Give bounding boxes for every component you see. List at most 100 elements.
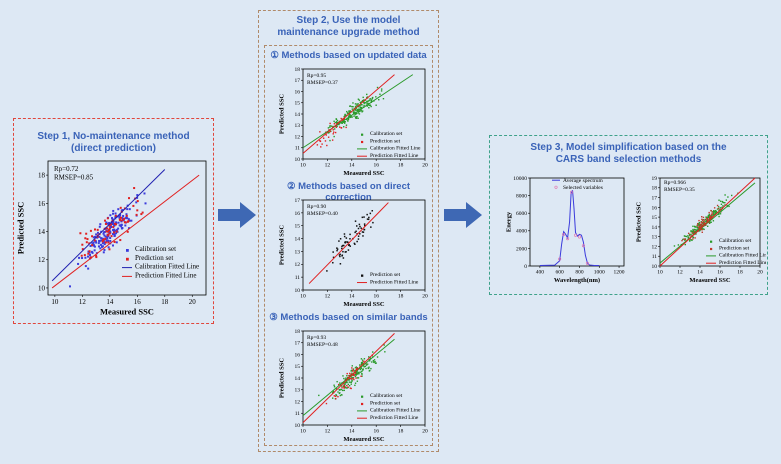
data-point xyxy=(77,262,80,265)
data-point xyxy=(716,208,719,210)
data-point xyxy=(349,110,351,112)
data-point xyxy=(363,216,365,218)
data-point xyxy=(115,232,118,235)
data-point xyxy=(701,216,703,218)
data-point xyxy=(707,214,710,217)
data-point xyxy=(81,257,84,260)
data-point xyxy=(319,140,321,142)
data-point xyxy=(107,241,110,244)
data-point xyxy=(348,243,350,246)
step2-title-line1: Step 2, Use the model xyxy=(296,15,401,26)
selected-variable-point xyxy=(577,235,581,239)
data-point xyxy=(344,113,346,116)
y-tick-label: 14 xyxy=(295,112,301,118)
data-point xyxy=(341,387,343,389)
data-point xyxy=(351,380,353,382)
data-point xyxy=(69,285,72,288)
data-point xyxy=(360,367,363,369)
data-point xyxy=(336,249,338,252)
x-axis-label: Measured SSC xyxy=(689,277,731,284)
data-point xyxy=(355,230,357,233)
step2-title: Step 2, Use the model maintenance upgrad… xyxy=(259,15,438,39)
data-point xyxy=(356,115,358,118)
data-point xyxy=(698,226,700,228)
data-point xyxy=(108,229,111,232)
data-point xyxy=(689,240,691,242)
x-tick-label: 10 xyxy=(300,429,306,435)
y-tick-label: 14 xyxy=(38,228,46,236)
data-point xyxy=(91,235,94,238)
data-point xyxy=(85,241,88,244)
y-tick-label: 11 xyxy=(652,254,658,260)
data-point xyxy=(361,104,363,106)
data-point xyxy=(358,99,361,101)
legend-label: Prediction Fitted Line xyxy=(135,271,196,279)
data-point xyxy=(368,104,371,107)
data-point xyxy=(699,226,701,229)
y-axis-label: Predicted SSC xyxy=(278,94,285,134)
data-point xyxy=(89,245,92,248)
data-point xyxy=(350,116,352,118)
data-point xyxy=(706,218,708,221)
data-point xyxy=(118,224,121,227)
data-point xyxy=(347,386,349,388)
data-point xyxy=(100,237,103,240)
data-point xyxy=(713,207,716,209)
data-point xyxy=(344,386,346,389)
data-point xyxy=(343,126,345,128)
data-point xyxy=(703,219,706,221)
data-point xyxy=(691,230,693,232)
data-point xyxy=(95,241,98,244)
data-point xyxy=(354,106,357,108)
data-point xyxy=(361,111,363,113)
data-point xyxy=(687,236,690,239)
step1-title-line2: (direct prediction) xyxy=(70,143,156,154)
data-point xyxy=(721,200,724,203)
data-point xyxy=(80,254,83,257)
data-point xyxy=(698,224,700,226)
data-point xyxy=(368,99,370,102)
data-point xyxy=(348,111,351,113)
fitted-line xyxy=(302,74,395,154)
x-tick-label: 12 xyxy=(677,270,683,276)
data-point xyxy=(708,216,711,218)
data-point xyxy=(112,220,115,223)
data-point xyxy=(368,356,370,358)
data-point xyxy=(692,228,694,231)
legend-label: Prediction set xyxy=(370,400,401,406)
data-point xyxy=(719,213,722,215)
data-point xyxy=(90,250,93,253)
y-tick-label: 11 xyxy=(295,411,301,417)
data-point xyxy=(703,222,706,225)
data-point xyxy=(343,384,345,387)
data-point xyxy=(358,113,361,115)
data-point xyxy=(103,219,106,222)
data-point xyxy=(346,372,348,375)
data-point xyxy=(335,118,337,120)
x-tick-label: 1200 xyxy=(614,270,625,276)
data-point xyxy=(343,115,345,118)
data-point xyxy=(128,219,131,222)
x-tick-label: 12 xyxy=(325,429,331,435)
data-point xyxy=(332,251,334,253)
data-point xyxy=(119,216,122,219)
x-tick-label: 18 xyxy=(398,429,404,435)
data-point xyxy=(93,245,96,248)
data-point xyxy=(353,374,355,377)
data-point xyxy=(711,213,714,215)
x-tick-label: 10 xyxy=(657,270,663,276)
data-point xyxy=(121,227,124,230)
y-tick-label: 18 xyxy=(38,172,46,180)
data-point xyxy=(123,221,126,224)
data-point xyxy=(105,221,108,224)
data-point xyxy=(135,201,138,204)
data-point xyxy=(85,232,88,235)
data-point xyxy=(103,248,106,251)
data-point xyxy=(361,99,364,102)
x-tick-label: 12 xyxy=(325,294,331,300)
data-point xyxy=(699,229,701,231)
data-point xyxy=(373,359,376,361)
data-point xyxy=(357,112,359,114)
data-point xyxy=(351,116,353,118)
data-point xyxy=(354,103,357,105)
